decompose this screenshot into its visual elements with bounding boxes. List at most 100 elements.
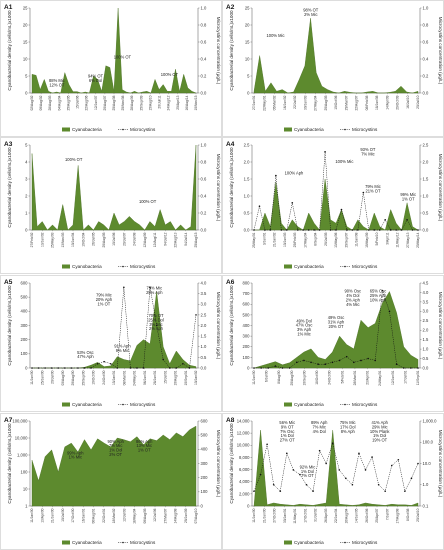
- annotation-label: 7% Mic: [312, 424, 325, 429]
- y-tick-label-right: 1.0: [201, 5, 207, 10]
- x-tick-label: 20/Apr/13: [176, 95, 180, 109]
- microcystins-point: [400, 229, 403, 231]
- x-tick-label: 09/Aug/02: [39, 95, 43, 110]
- x-tick-label: 26/Oct/06: [365, 508, 369, 522]
- microcystins-point: [274, 365, 277, 367]
- y-tick-label-right: 4.5: [423, 280, 429, 285]
- microcystins-point: [296, 229, 299, 231]
- x-tick-label: 28/Aug/03: [48, 95, 52, 110]
- microcystins-point: [162, 358, 164, 361]
- y-tick-label-right: 4.0: [201, 280, 207, 285]
- microcystins-point: [329, 229, 332, 231]
- microcystins-point: [395, 363, 398, 366]
- y-axis-label-left: Cyanobacterial density (cells/mL)x1000: [229, 147, 234, 228]
- microcystins-point: [90, 367, 92, 369]
- annotation-label: 1% Mic: [297, 332, 310, 337]
- x-tick-label: 10/Jul/06: [112, 232, 116, 246]
- panel-a2: A2 0 5 10 15 20 25 0.0 0.2 0.4 0.6 0.8 1.0 Cyanobacte…: [222, 0, 444, 137]
- y-tick-label-right: 0.6: [201, 176, 207, 181]
- y-tick-label-right: 1.5: [423, 176, 429, 181]
- x-tick-label: 07/Aug/10: [194, 508, 198, 523]
- y-tick-label-right: 0.4: [423, 56, 429, 61]
- legend-microcystins-marker: [122, 403, 124, 406]
- cyanobacteria-area: [31, 144, 197, 231]
- microcystins-point: [155, 324, 158, 327]
- x-tick-label: 12/Jun/07: [94, 95, 98, 110]
- legend-cyanobacteria-swatch: [62, 264, 70, 269]
- annotation-label: 47% Osc: [296, 323, 313, 328]
- legend-cyanobacteria-swatch: [284, 264, 292, 269]
- x-tick-label: 17/Oct/00: [71, 508, 75, 522]
- x-tick-label: 22/May/01: [262, 95, 266, 111]
- x-tick-label: 10/Sep/00: [302, 370, 306, 385]
- legend-microcystins-marker: [122, 541, 124, 544]
- x-tick-label: 15/Aug/10: [148, 95, 152, 110]
- y-tick-label-right: 100.0: [423, 440, 434, 445]
- annotation-label: 86% Aph: [136, 439, 153, 444]
- annotation-label: 100% Aph: [285, 171, 304, 176]
- x-tick-label: 30/Jan/01: [283, 508, 287, 523]
- y-tick-label-right: 0.2: [201, 210, 207, 215]
- annotation-label: 7% Mic: [361, 152, 374, 157]
- y-tick-label-right: 10.0: [423, 461, 432, 466]
- microcystins-point: [253, 490, 255, 492]
- annotation-label: 100% OT: [114, 55, 132, 60]
- y-tick-label-left: 500: [21, 295, 29, 300]
- microcystins-line: [253, 442, 419, 492]
- y-tick-label-left: 15: [245, 39, 250, 44]
- y-tick-label-right: 2.0: [423, 159, 429, 164]
- y-tick-label-left: 400: [21, 309, 29, 314]
- x-tick-label: 3/Jun/01: [262, 232, 266, 245]
- y-axis-label-left: Cyanobacterial density (cells/mL)x1000: [7, 10, 12, 91]
- x-tick-label: 10/Jul/00: [61, 508, 65, 522]
- x-tick-label: 30/Jun/03: [303, 95, 307, 110]
- y-tick-label-right: 1.0: [423, 347, 429, 352]
- x-tick-label: 10/Oct/06: [334, 95, 338, 109]
- x-tick-label: 10/Jan/02: [194, 370, 198, 385]
- x-tick-label: 17/May/04: [303, 232, 307, 248]
- microcystins-point: [260, 367, 262, 369]
- legend-microcystins-label: Microcystins: [352, 264, 378, 269]
- panel-border: [0, 0, 222, 137]
- annotation-label: 47% Aph: [77, 354, 94, 359]
- y-tick-label-left: 15: [23, 39, 28, 44]
- x-tick-label: 12/Jul/06: [153, 508, 157, 522]
- y-axis-label-right: Microcystins concentration (μg/L): [438, 154, 443, 222]
- x-tick-label: 20/Jul/11: [158, 95, 162, 108]
- x-tick-label: 12/Aug/09: [143, 232, 147, 247]
- x-tick-label: 26/Jul/05: [92, 232, 96, 246]
- annotation-label: 6% Dol: [89, 78, 102, 83]
- microcystins-point: [259, 473, 262, 476]
- microcystins-point: [175, 367, 178, 369]
- x-tick-label: 12/Jun/01: [391, 370, 395, 385]
- x-tick-label: 14/Jun/05: [355, 508, 359, 523]
- legend-microcystins-marker: [344, 265, 346, 268]
- y-tick-label-right: 0.8: [423, 22, 429, 27]
- annotation-label: 100% Mic: [335, 159, 353, 164]
- y-tick-label-right: 0.4: [201, 193, 207, 198]
- y-tick-label-left: 100: [21, 469, 29, 474]
- microcystins-point: [267, 367, 270, 369]
- microcystins-point: [404, 490, 406, 492]
- microcystins-point: [384, 490, 386, 492]
- x-tick-label: 16/Jan/01: [81, 508, 85, 523]
- annotation-label: 4% Dol: [346, 293, 359, 298]
- legend-microcystins-marker: [344, 403, 346, 406]
- microcystins-point: [50, 367, 53, 369]
- annotation-label: 1% Mic: [69, 455, 82, 460]
- x-tick-label: 11/Jun/00: [30, 370, 34, 384]
- x-tick-label: 29/Jun/09: [184, 508, 188, 523]
- annotation-label: 20% OT: [328, 324, 344, 329]
- x-tick-label: 3/Apr/11: [385, 232, 389, 244]
- x-tick-label: 05/Mar/02: [273, 95, 277, 110]
- legend-cyanobacteria-label: Cyanobacteria: [72, 127, 102, 132]
- y-axis-label-left: Cyanobacterial density (cells/mL)x1000: [7, 423, 12, 504]
- y-tick-label-right: 0.2: [201, 73, 207, 78]
- panel-a8: A8 0 2,000 4,000 6,000 8,000 10,000 12,000 14,00…: [222, 413, 444, 550]
- y-tick-label-right: 0.0: [201, 227, 207, 232]
- x-tick-label: 25/May/03: [51, 232, 55, 248]
- x-tick-label: 6/Jul/00: [265, 370, 269, 382]
- y-tick-label-left: 2.0: [244, 159, 250, 164]
- x-tick-label: 11/May/01: [293, 508, 297, 523]
